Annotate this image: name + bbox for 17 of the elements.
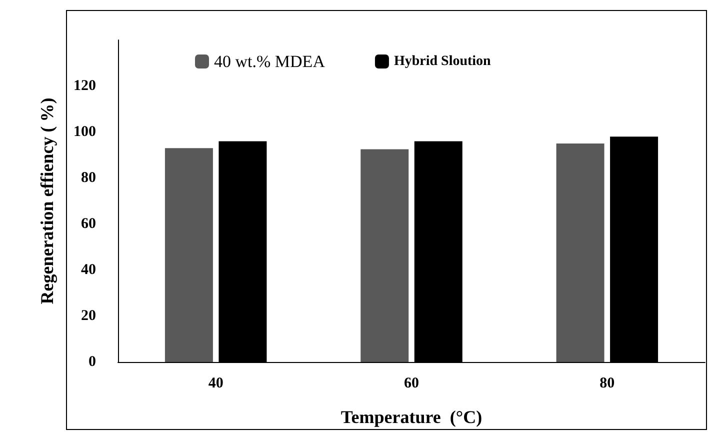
y-tick-label: 80 — [81, 170, 96, 186]
x-tick-label: 40 — [208, 376, 224, 392]
y-tick-label: 120 — [74, 78, 96, 94]
bar — [164, 148, 213, 362]
y-tick-label: 0 — [88, 354, 96, 370]
x-tick-label: 60 — [404, 376, 419, 392]
bar — [360, 149, 409, 362]
x-tick-label: 80 — [600, 376, 615, 392]
y-tick-label: 40 — [81, 262, 96, 278]
y-axis-title: Regeneration effiency ( %) — [37, 98, 57, 304]
x-axis-title: Temperature (°C) — [340, 407, 482, 427]
legend-label: Hybrid Sloution — [394, 54, 492, 69]
legend-label: 40 wt.% MDEA — [214, 52, 326, 71]
y-tick-label: 20 — [81, 308, 96, 324]
bar — [556, 144, 604, 362]
y-tick-label: 100 — [74, 124, 96, 140]
y-tick-label: 60 — [81, 216, 96, 232]
